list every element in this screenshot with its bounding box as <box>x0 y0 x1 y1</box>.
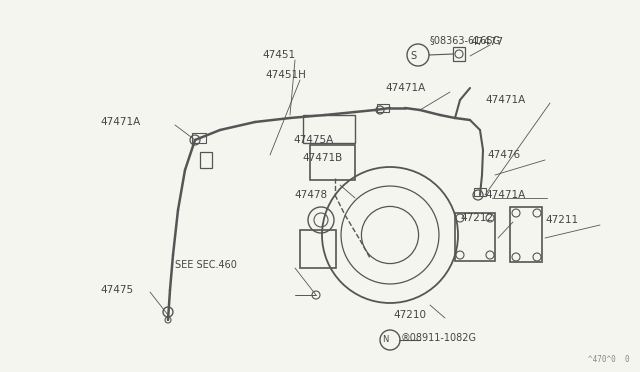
Text: 47475: 47475 <box>100 285 133 295</box>
Bar <box>377 104 389 112</box>
Bar <box>310 145 355 180</box>
Text: S: S <box>410 51 416 61</box>
Text: 47212: 47212 <box>460 213 493 223</box>
Text: 47471B: 47471B <box>302 153 342 163</box>
Bar <box>303 115 355 143</box>
Text: 47471A: 47471A <box>100 117 140 127</box>
Bar <box>453 47 465 61</box>
Bar <box>300 230 336 268</box>
Text: SEE SEC.460: SEE SEC.460 <box>175 260 237 270</box>
Text: N: N <box>382 336 388 344</box>
Text: 47451: 47451 <box>262 50 295 60</box>
Text: ^470^0  0: ^470^0 0 <box>588 355 630 364</box>
Text: 47475A: 47475A <box>293 135 333 145</box>
Text: 47451H: 47451H <box>265 70 306 80</box>
Text: 47478: 47478 <box>294 190 327 200</box>
Text: 47210: 47210 <box>393 310 426 320</box>
Text: 47471A: 47471A <box>485 95 525 105</box>
Text: 47211: 47211 <box>545 215 578 225</box>
Text: 47477: 47477 <box>470 37 503 47</box>
Bar <box>192 133 206 143</box>
Text: ®08911-1082G: ®08911-1082G <box>401 333 477 343</box>
Bar <box>510 207 542 262</box>
Text: 47471A: 47471A <box>385 83 425 93</box>
Text: 47471A: 47471A <box>485 190 525 200</box>
Text: 47476: 47476 <box>487 150 520 160</box>
Bar <box>474 188 486 196</box>
Bar <box>455 213 495 261</box>
Text: §08363-6165G: §08363-6165G <box>430 35 501 45</box>
Bar <box>200 152 212 168</box>
